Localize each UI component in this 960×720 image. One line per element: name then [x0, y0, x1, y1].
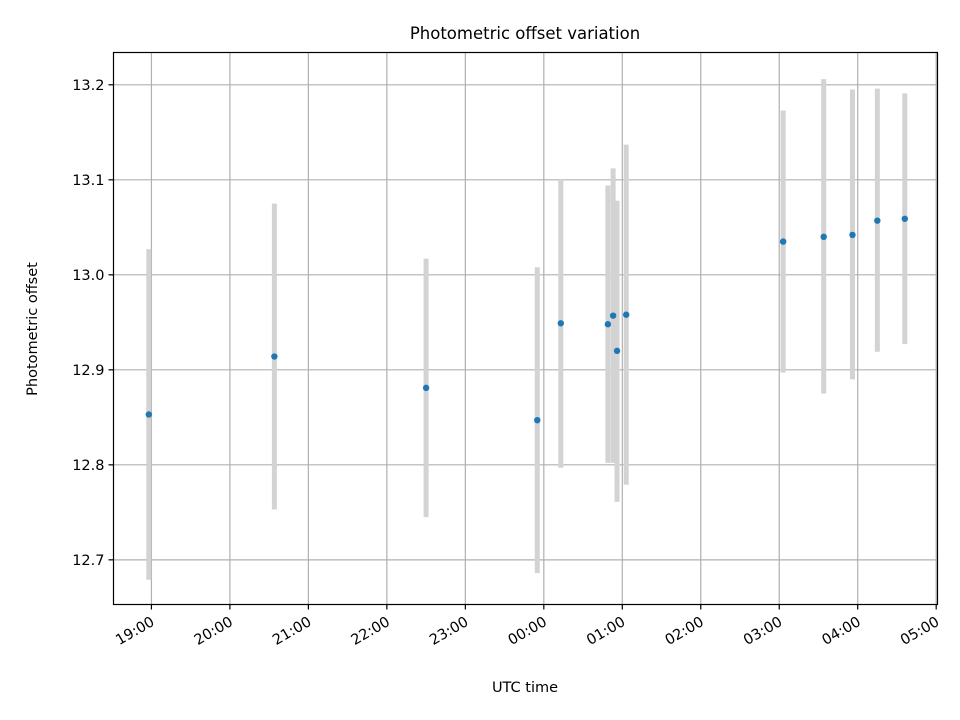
x-tick-label: 19:00 — [113, 614, 157, 649]
x-axis-label: UTC time — [492, 680, 558, 696]
data-point — [779, 238, 787, 245]
data-point — [623, 311, 630, 318]
data-point — [901, 215, 909, 222]
grid — [113, 52, 938, 605]
y-axis-ticks: 12.7 12.8 12.9 13.0 13.1 13.2 — [72, 78, 114, 569]
x-tick-label: 02:00 — [663, 614, 707, 649]
x-tick-label: 22:00 — [349, 614, 393, 649]
y-tick-label: 12.7 — [72, 553, 104, 569]
x-tick-label: 23:00 — [427, 614, 471, 649]
x-tick-label: 20:00 — [192, 614, 236, 649]
x-tick-label: 01:00 — [584, 614, 628, 649]
chart-title: Photometric offset variation — [410, 24, 640, 43]
y-axis-label: Photometric offset — [25, 262, 41, 396]
x-tick-label: 21:00 — [270, 614, 314, 649]
x-tick-label: 00:00 — [506, 614, 550, 649]
data-point — [604, 321, 612, 328]
plot-frame — [112, 51, 939, 606]
data-point — [849, 231, 856, 239]
point-group — [145, 215, 909, 424]
y-tick-label: 12.8 — [72, 458, 104, 474]
x-tick-label: 03:00 — [741, 614, 785, 649]
y-tick-label: 13.1 — [72, 173, 104, 189]
data-point — [271, 353, 278, 360]
data-point — [534, 416, 541, 424]
data-point — [422, 384, 430, 392]
x-tick-label: 04:00 — [820, 614, 864, 649]
y-tick-label: 12.9 — [72, 363, 104, 379]
data-point — [613, 347, 621, 355]
data-point — [609, 312, 617, 319]
data-point — [145, 411, 153, 418]
x-tick-label: 05:00 — [898, 614, 942, 649]
x-axis-ticks: 19:00 20:00 21:00 22:00 23:00 00:00 01:00 02:00… — [113, 604, 942, 649]
errorbar-group — [146, 79, 908, 580]
data-point — [820, 233, 827, 241]
data-point — [874, 217, 881, 224]
y-tick-label: 13.2 — [72, 78, 104, 94]
data-point — [557, 320, 565, 327]
y-tick-label: 13.0 — [72, 268, 104, 284]
